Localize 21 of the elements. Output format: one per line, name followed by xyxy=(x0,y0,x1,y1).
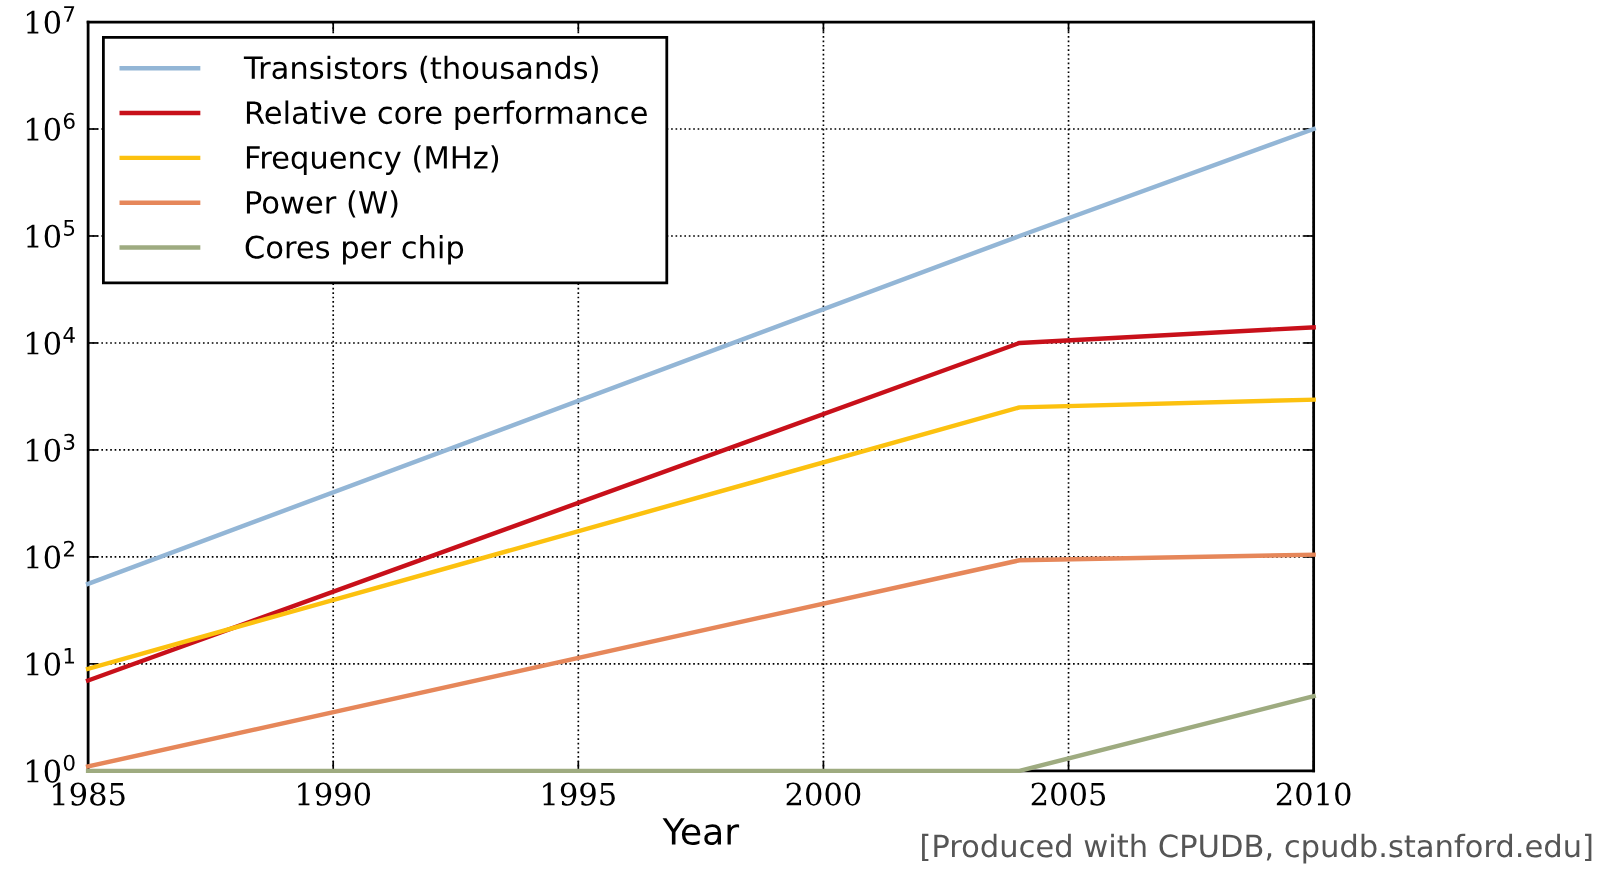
legend-label: Frequency (MHz) xyxy=(246,145,499,175)
y-tick-label: 10$^{2}$ xyxy=(26,540,74,569)
x-tick-label: 2005 xyxy=(1031,782,1106,806)
x-tick-label: 1995 xyxy=(543,782,615,806)
y-tick-label: 10$^{1}$ xyxy=(26,648,75,676)
x-tick-label: 1985 xyxy=(52,782,125,806)
x-tick-label: 2010 xyxy=(1276,782,1351,806)
y-tick-label: 10$^{6}$ xyxy=(26,112,75,141)
legend-label: Transistors (thousands) xyxy=(243,55,598,83)
text: [Produced with CPUDB, cpudb.stanford.edu] xyxy=(922,833,1592,864)
legend-label: Power (W) xyxy=(246,190,398,218)
y-tick-label: 10$^{5}$ xyxy=(26,220,75,248)
y-tick-label: 10$^{7}$ xyxy=(26,6,75,34)
x-axis-title: Year xyxy=(662,818,740,846)
legend-label: Relative core performance xyxy=(246,100,647,131)
x-tick-label: 1990 xyxy=(298,782,371,806)
y-tick-label: 10$^{4}$ xyxy=(26,327,75,355)
x-tick-label: 2000 xyxy=(786,782,861,806)
y-tick-label: 10$^{3}$ xyxy=(26,433,75,462)
legend-label: Cores per chip xyxy=(245,235,464,265)
y-tick-label: 10$^{0}$ xyxy=(26,754,75,783)
